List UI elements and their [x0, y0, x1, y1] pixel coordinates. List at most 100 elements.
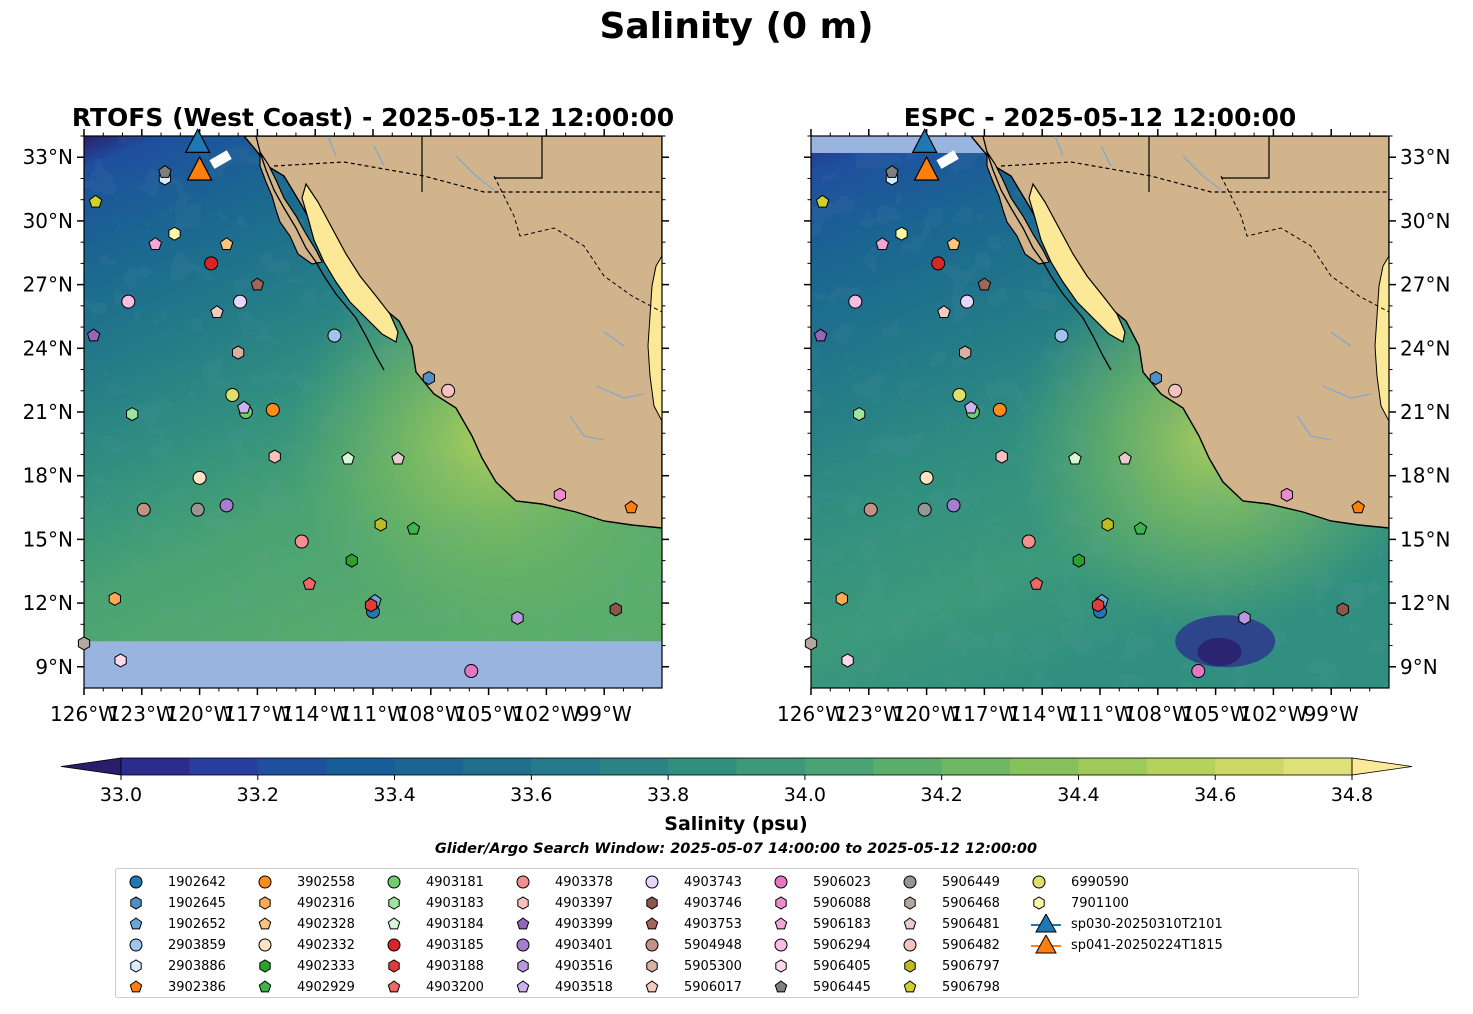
legend-marker-icon — [258, 980, 272, 993]
argo-float-marker — [1054, 328, 1069, 343]
legend-marker-icon — [517, 959, 529, 973]
legend-label: 5906294 — [813, 937, 871, 953]
legend-item-float: 7901100 — [1029, 893, 1129, 913]
argo-float-marker — [1101, 517, 1114, 532]
x-tick-label: 117°W — [223, 702, 291, 726]
argo-float-marker — [959, 345, 972, 360]
colorbar-segment — [668, 758, 737, 775]
legend-label: sp030-20250310T2101 — [1071, 916, 1223, 932]
y-tick-label: 21°N — [23, 400, 73, 424]
glider-marker — [186, 155, 213, 181]
panel-title: ESPC - 2025-05-12 12:00:00 — [904, 103, 1297, 132]
legend-item-float: 4902316 — [255, 893, 355, 913]
legend-label: 5906481 — [942, 916, 1000, 932]
legend-label: 5906017 — [684, 979, 742, 995]
argo-float-marker — [813, 328, 828, 342]
colorbar-segment — [736, 758, 806, 775]
legend-marker-icon — [774, 980, 788, 993]
legend-item-float: 4903399 — [513, 914, 613, 934]
state-boundaries — [1148, 136, 1270, 192]
x-tick-label: 114°W — [281, 702, 349, 726]
argo-float-marker — [937, 305, 951, 318]
salinity-colorbar: 33.0 33.2 33.4 33.6 33.8 34.0 34.2 34.4 34.6 34.8 — [60, 757, 1413, 806]
argo-float-marker — [960, 294, 975, 309]
argo-float-marker — [995, 449, 1008, 464]
legend-label: 4903378 — [555, 874, 613, 890]
colorbar-tick-label: 33.6 — [510, 784, 552, 806]
legend-item-float: 5906405 — [771, 956, 871, 976]
argo-float-marker — [108, 591, 121, 606]
argo-float-marker — [86, 328, 101, 342]
legend-item-float: 1902645 — [126, 893, 226, 913]
legend-marker-icon — [129, 917, 143, 930]
argo-float-marker — [327, 328, 342, 343]
argo-float-marker — [946, 237, 961, 251]
argo-float-marker — [345, 553, 358, 568]
argo-float-marker — [341, 451, 355, 465]
legend: 1902642 1902645 1902652 2903859 2903886 39023… — [115, 868, 1359, 998]
legend-label: 4903401 — [555, 937, 613, 953]
colorbar-segment — [1010, 758, 1079, 775]
legend-marker-icon — [258, 917, 272, 930]
legend-label: 1902645 — [168, 895, 226, 911]
rivers — [327, 136, 645, 441]
argo-float-marker — [237, 400, 251, 414]
legend-label: 2903886 — [168, 958, 226, 974]
argo-float-marker — [1191, 664, 1206, 679]
legend-item-float: 5906088 — [771, 893, 871, 913]
argo-float-marker — [992, 402, 1007, 417]
argo-float-marker — [422, 370, 435, 386]
legend-label: 5906088 — [813, 895, 871, 911]
y-tick-label: 12°N — [1400, 591, 1450, 615]
colorbar-label: Salinity (psu) — [664, 813, 807, 835]
argo-float-marker — [225, 388, 240, 403]
colorbar-tick-label: 34.8 — [1331, 784, 1373, 806]
legend-marker-icon — [516, 875, 530, 889]
legend-marker-icon — [516, 917, 530, 930]
y-tick-label: 27°N — [1400, 273, 1450, 297]
map-frame — [83, 135, 663, 689]
low-salinity-core — [1197, 637, 1242, 666]
argo-float-marker — [250, 277, 265, 291]
colorbar-segment — [121, 758, 190, 775]
legend-marker-icon — [645, 938, 659, 952]
colorbar-tick-label: 34.4 — [1057, 784, 1099, 806]
x-tick-label: 111°W — [339, 702, 407, 726]
coastline — [255, 136, 385, 371]
argo-float-marker — [114, 653, 127, 668]
colorbar-segment — [326, 758, 396, 775]
argo-float-marker — [364, 598, 378, 613]
legend-label: 4903753 — [684, 916, 742, 932]
legend-item-float: 4903188 — [384, 956, 484, 976]
argo-float-marker — [624, 500, 638, 514]
y-tick-label: 15°N — [1400, 527, 1450, 551]
legend-item-float: 4903378 — [513, 872, 613, 892]
legend-marker-icon — [774, 917, 788, 930]
legend-label: 4903743 — [684, 874, 742, 890]
argo-float-marker — [268, 449, 281, 464]
argo-float-marker — [136, 502, 151, 517]
legend-marker-icon — [388, 896, 400, 910]
legend-item-float: 4903181 — [384, 872, 484, 892]
argo-float-marker — [609, 602, 622, 617]
y-tick-label: 9°N — [35, 655, 73, 679]
x-tick-label: 102°W — [512, 702, 580, 726]
colorbar-extend-high — [1351, 757, 1413, 776]
legend-item-float: 4903185 — [384, 935, 484, 955]
rivers — [1054, 136, 1372, 441]
argo-float-marker — [126, 407, 139, 422]
argo-float-marker — [1149, 370, 1162, 386]
legend-label: 4902332 — [297, 937, 355, 953]
legend-label: 5906405 — [813, 958, 871, 974]
legend-marker-icon — [259, 959, 271, 973]
us-mexico-border — [1000, 161, 1389, 193]
legend-marker-icon — [645, 980, 659, 993]
argo-float-marker — [931, 256, 946, 271]
colorbar-tick-label: 33.2 — [237, 784, 279, 806]
argo-float-marker — [1133, 521, 1148, 535]
legend-item-float: 4902328 — [255, 914, 355, 934]
y-tick-label: 15°N — [23, 527, 73, 551]
argo-float-marker — [895, 226, 908, 241]
argo-float-marker — [88, 194, 103, 208]
x-tick-label: 120°W — [893, 702, 961, 726]
